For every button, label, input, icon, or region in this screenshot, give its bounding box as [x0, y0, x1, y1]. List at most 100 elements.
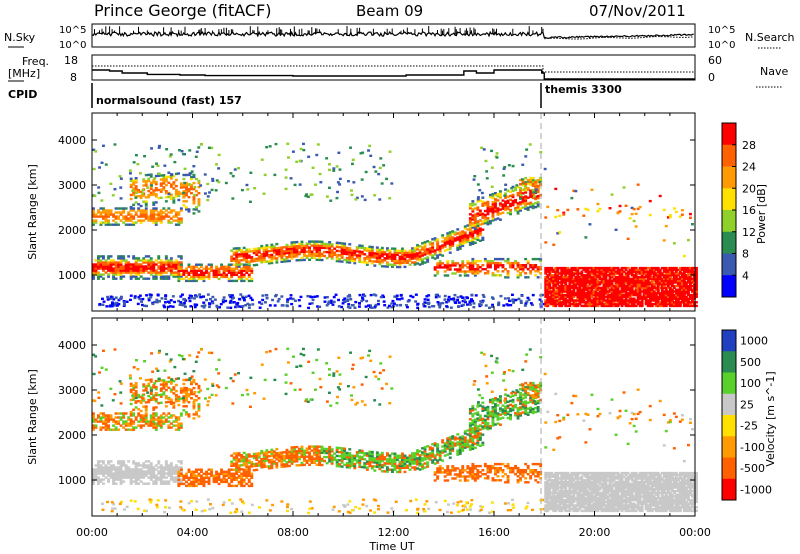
heatmap-cell: [511, 298, 515, 301]
heatmap-cell: [383, 251, 387, 254]
heatmap-cell: [693, 275, 696, 279]
heatmap-cell: [144, 405, 148, 408]
heatmap-cell: [552, 279, 556, 282]
heatmap-cell: [129, 263, 133, 266]
heatmap-cell: [504, 204, 507, 207]
heatmap-cell: [524, 266, 528, 269]
heatmap-cell: [654, 293, 658, 297]
heatmap-cell: [182, 269, 186, 272]
heatmap-cell: [678, 284, 682, 288]
heatmap-cell: [164, 297, 168, 301]
heatmap-cell: [113, 143, 117, 146]
heatmap-cell: [142, 474, 146, 477]
heatmap-cell: [624, 279, 628, 282]
heatmap-cell: [580, 272, 584, 275]
heatmap-cell: [614, 279, 618, 282]
nave-tick-top: 60: [708, 54, 722, 67]
heatmap-cell: [231, 294, 234, 297]
heatmap-cell: [443, 274, 447, 277]
heatmap-cell: [112, 478, 115, 481]
heatmap-cell: [648, 295, 652, 299]
heatmap-cell: [672, 284, 676, 288]
heatmap-cell: [648, 292, 652, 295]
heatmap-cell: [590, 272, 594, 275]
heatmap-cell: [664, 297, 668, 300]
heatmap-cell: [680, 209, 684, 212]
heatmap-cell: [244, 295, 248, 298]
heatmap-cell: [159, 217, 163, 220]
heatmap-cell: [687, 288, 690, 291]
heatmap-cell: [149, 219, 153, 222]
heatmap-cell: [622, 186, 626, 189]
heatmap-cell: [660, 293, 664, 297]
heatmap-cell: [112, 261, 115, 264]
heatmap-cell: [481, 204, 485, 207]
heatmap-cell: [169, 468, 173, 471]
heatmap-cell: [670, 272, 674, 275]
heatmap-cell: [574, 270, 578, 273]
heatmap-cell: [330, 249, 334, 252]
heatmap-cell: [275, 247, 279, 250]
heatmap-cell: [275, 251, 279, 254]
velocity-heatmap-cells: [92, 347, 698, 515]
heatmap-cell: [132, 408, 136, 411]
heatmap-cell: [684, 301, 688, 304]
heatmap-cell: [554, 274, 558, 277]
heatmap-cell: [300, 256, 304, 260]
heatmap-cell: [332, 295, 336, 299]
heatmap-cell: [119, 412, 123, 415]
heatmap-cell: [526, 296, 530, 300]
heatmap-cell: [127, 476, 131, 479]
heatmap-cell: [372, 293, 376, 296]
heatmap-cell: [159, 267, 163, 270]
heatmap-cell: [142, 464, 146, 467]
heatmap-cell: [602, 275, 606, 279]
heatmap-cell: [92, 418, 95, 421]
heatmap-cell: [447, 298, 450, 301]
heatmap-cell: [97, 255, 100, 258]
heatmap-cell: [568, 284, 572, 288]
heatmap-cell: [343, 244, 347, 247]
heatmap-cell: [401, 251, 404, 254]
heatmap-cell: [179, 219, 183, 222]
heatmap-cell: [596, 210, 600, 213]
heatmap-cell: [489, 220, 492, 223]
heatmap-cell: [592, 275, 596, 279]
heatmap-cell: [162, 186, 166, 189]
heatmap-cell: [112, 476, 115, 479]
heatmap-cell: [610, 274, 614, 277]
heatmap-cell: [426, 256, 430, 259]
heatmap-cell: [554, 268, 558, 272]
heatmap-cell: [114, 472, 118, 475]
heatmap-cell: [548, 286, 552, 290]
heatmap-cell: [139, 464, 143, 467]
heatmap-cell: [564, 304, 568, 308]
heatmap-cell: [187, 279, 191, 283]
heatmap-cell: [172, 406, 176, 409]
heatmap-cell: [644, 283, 648, 286]
heatmap-cell: [693, 293, 696, 297]
heatmap-cell: [689, 279, 692, 282]
heatmap-cell: [457, 301, 461, 304]
heatmap-cell: [139, 259, 143, 262]
heatmap-cell: [574, 189, 578, 193]
heatmap-cell: [104, 468, 108, 471]
heatmap-cell: [315, 295, 319, 298]
heatmap-cell: [666, 286, 670, 290]
heatmap-cell: [154, 201, 158, 204]
heatmap-cell: [552, 284, 556, 288]
heatmap-cell: [620, 293, 624, 297]
heatmap-cell: [230, 271, 234, 274]
heatmap-cell: [162, 215, 166, 218]
heatmap-cell: [674, 299, 678, 302]
heatmap-cell: [478, 259, 482, 263]
heatmap-cell: [107, 219, 110, 222]
heatmap-cell: [499, 264, 502, 267]
heatmap-cell: [604, 292, 608, 295]
heatmap-cell: [499, 257, 502, 261]
heatmap-cell: [182, 401, 186, 404]
heatmap-cell: [124, 476, 128, 479]
heatmap-cell: [648, 268, 652, 272]
heatmap-cell: [516, 192, 520, 195]
heatmap-cell: [200, 277, 203, 281]
